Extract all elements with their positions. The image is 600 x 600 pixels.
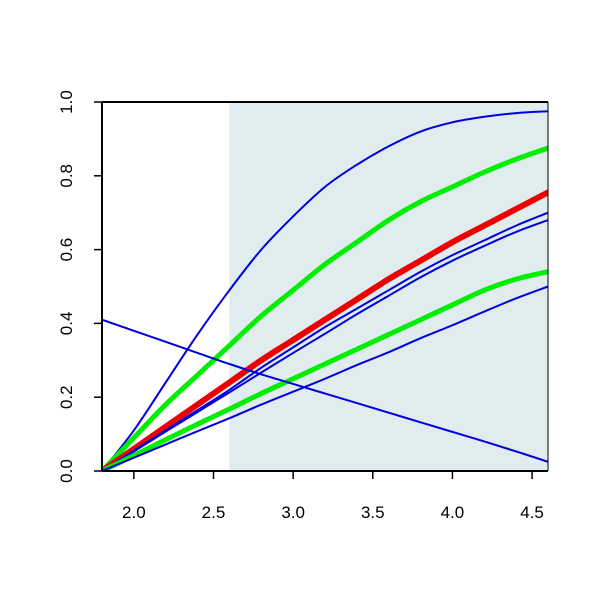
series-line-3 [102, 189, 548, 471]
series-line-4 [102, 211, 548, 471]
x-tick-label: 2.0 [122, 503, 146, 522]
x-tick-label: 4.0 [441, 503, 465, 522]
y-tick-label: 0.0 [57, 459, 76, 483]
series-line-6 [102, 269, 548, 471]
series-line-1 [102, 110, 548, 471]
x-tick-label: 3.5 [361, 503, 385, 522]
x-tick-label: 3.0 [281, 503, 305, 522]
x-tick-label: 4.5 [520, 503, 544, 522]
axes: 2.0 2.5 3.0 3.5 4.0 4.5 0.0 0.2 0.4 0.6 0.8 1.0 [57, 90, 549, 522]
y-tick-label: 0.2 [57, 385, 76, 409]
x-tick-label: 2.5 [202, 503, 226, 522]
series-line-8 [102, 318, 548, 463]
y-tick-label: 0.4 [57, 312, 76, 336]
series-line-7 [102, 285, 548, 471]
plot-area [102, 102, 548, 471]
y-tick-label: 1.0 [57, 90, 76, 114]
series-line-2 [102, 145, 548, 471]
series-line-5 [102, 219, 548, 471]
y-tick-label: 0.8 [57, 164, 76, 188]
series-lines [102, 110, 548, 471]
y-tick-label: 0.6 [57, 238, 76, 262]
